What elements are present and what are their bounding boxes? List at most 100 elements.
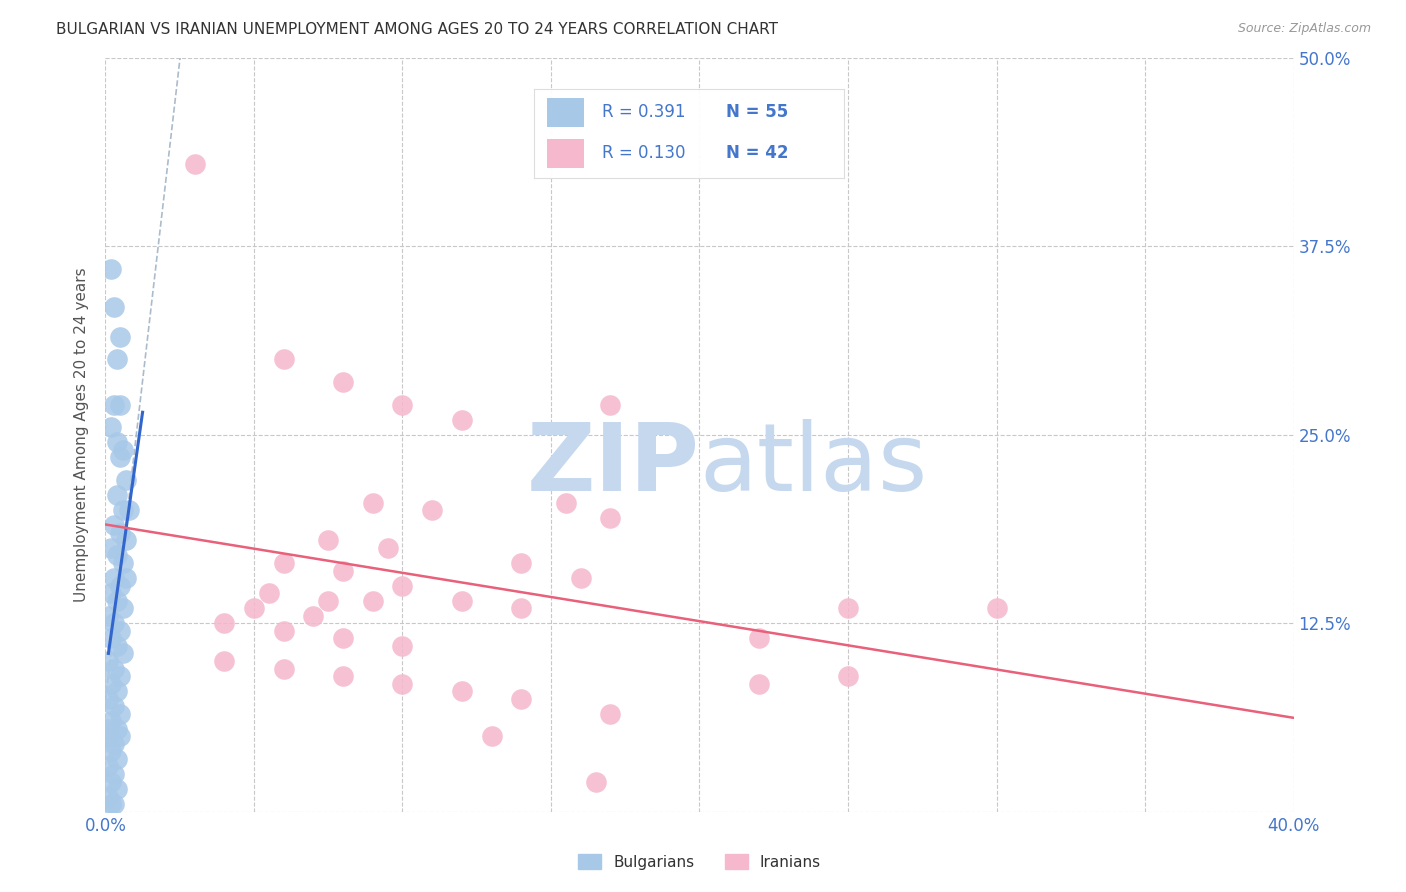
Point bbox=[105, 488, 128, 502]
Point bbox=[100, 420, 122, 434]
Point bbox=[569, 571, 592, 585]
Text: atlas: atlas bbox=[700, 419, 928, 511]
Point bbox=[599, 510, 621, 524]
Point bbox=[599, 706, 621, 721]
Point bbox=[450, 413, 472, 427]
Point bbox=[273, 661, 295, 675]
Point bbox=[105, 752, 128, 766]
Point bbox=[332, 564, 354, 578]
Point bbox=[110, 706, 132, 721]
Point bbox=[105, 684, 128, 698]
Point bbox=[316, 593, 339, 607]
Point bbox=[510, 601, 533, 615]
Point bbox=[103, 699, 125, 714]
Point bbox=[391, 398, 413, 412]
Point bbox=[97, 722, 120, 736]
Point bbox=[302, 608, 325, 623]
Point bbox=[361, 593, 384, 607]
Point bbox=[103, 398, 125, 412]
Point bbox=[361, 496, 384, 510]
Point bbox=[115, 571, 138, 585]
Point bbox=[103, 737, 125, 751]
Point bbox=[837, 669, 859, 683]
Point bbox=[257, 586, 280, 600]
Point bbox=[481, 730, 503, 744]
Point bbox=[97, 789, 120, 804]
Point bbox=[105, 782, 128, 797]
Point bbox=[100, 262, 122, 277]
Point bbox=[450, 593, 472, 607]
Point bbox=[100, 632, 122, 646]
Point bbox=[97, 608, 120, 623]
Point bbox=[97, 654, 120, 668]
Point bbox=[103, 300, 125, 314]
Point bbox=[332, 669, 354, 683]
Point bbox=[97, 730, 120, 744]
Point bbox=[377, 541, 399, 555]
Point bbox=[316, 533, 339, 548]
Text: R = 0.391: R = 0.391 bbox=[602, 103, 686, 121]
Text: N = 42: N = 42 bbox=[725, 145, 789, 162]
Point bbox=[510, 691, 533, 706]
Point bbox=[110, 450, 132, 465]
Point bbox=[554, 496, 576, 510]
Point bbox=[97, 759, 120, 773]
Point bbox=[332, 375, 354, 389]
Point bbox=[97, 691, 120, 706]
Point bbox=[110, 579, 132, 593]
Point bbox=[100, 797, 122, 812]
Point bbox=[110, 330, 132, 344]
Text: BULGARIAN VS IRANIAN UNEMPLOYMENT AMONG AGES 20 TO 24 YEARS CORRELATION CHART: BULGARIAN VS IRANIAN UNEMPLOYMENT AMONG … bbox=[56, 22, 779, 37]
Point bbox=[115, 473, 138, 487]
Legend: Bulgarians, Iranians: Bulgarians, Iranians bbox=[572, 847, 827, 876]
Point bbox=[100, 714, 122, 729]
Point bbox=[112, 556, 135, 570]
Point bbox=[112, 601, 135, 615]
Point bbox=[332, 632, 354, 646]
Point bbox=[273, 352, 295, 367]
Point bbox=[105, 639, 128, 653]
Point bbox=[100, 586, 122, 600]
Text: R = 0.130: R = 0.130 bbox=[602, 145, 686, 162]
Point bbox=[391, 639, 413, 653]
Point bbox=[112, 647, 135, 661]
FancyBboxPatch shape bbox=[547, 139, 583, 168]
Point bbox=[599, 398, 621, 412]
Text: Source: ZipAtlas.com: Source: ZipAtlas.com bbox=[1237, 22, 1371, 36]
Point bbox=[748, 632, 770, 646]
Point bbox=[105, 435, 128, 450]
Point bbox=[214, 616, 236, 631]
Point bbox=[837, 601, 859, 615]
Point bbox=[110, 730, 132, 744]
Point bbox=[105, 593, 128, 607]
Point bbox=[273, 556, 295, 570]
Point bbox=[100, 676, 122, 690]
Point bbox=[510, 556, 533, 570]
Point bbox=[243, 601, 266, 615]
Point bbox=[118, 503, 141, 517]
Text: N = 55: N = 55 bbox=[725, 103, 789, 121]
Point bbox=[110, 669, 132, 683]
Text: ZIP: ZIP bbox=[527, 419, 700, 511]
Point bbox=[391, 676, 413, 690]
Point bbox=[103, 661, 125, 675]
Point bbox=[105, 549, 128, 563]
Point bbox=[100, 744, 122, 758]
Point bbox=[391, 579, 413, 593]
Point bbox=[450, 684, 472, 698]
Point bbox=[748, 676, 770, 690]
Point bbox=[110, 525, 132, 540]
Point bbox=[183, 156, 205, 170]
Point bbox=[273, 624, 295, 638]
Point bbox=[100, 541, 122, 555]
Point bbox=[103, 571, 125, 585]
Y-axis label: Unemployment Among Ages 20 to 24 years: Unemployment Among Ages 20 to 24 years bbox=[75, 268, 90, 602]
Point bbox=[110, 624, 132, 638]
Point bbox=[103, 767, 125, 781]
Point bbox=[103, 616, 125, 631]
Point bbox=[110, 398, 132, 412]
Point bbox=[112, 503, 135, 517]
FancyBboxPatch shape bbox=[547, 98, 583, 127]
Point bbox=[585, 774, 607, 789]
Point bbox=[100, 774, 122, 789]
